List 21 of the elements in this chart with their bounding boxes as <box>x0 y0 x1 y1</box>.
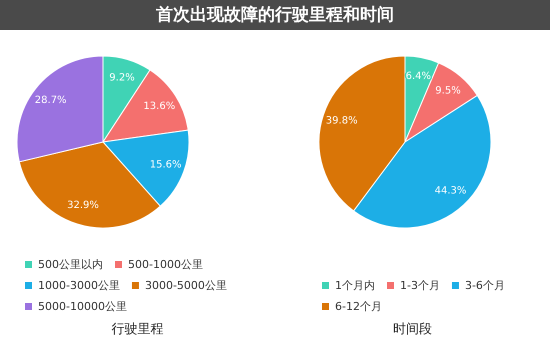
legend-label: 3000-5000公里 <box>144 279 227 292</box>
data-label: 15.6% <box>150 159 182 170</box>
legend-label: 1-3个月 <box>400 279 440 292</box>
legend-label: 6-12个月 <box>335 300 382 313</box>
text: 首次出现故障的行驶里程和时间 <box>0 0 550 30</box>
data-label: 28.7% <box>34 95 67 106</box>
legend-label: 1个月内 <box>335 279 375 292</box>
text: 行驶里程 <box>112 322 164 337</box>
data-label: 9.2% <box>109 72 135 84</box>
text: 时间段 <box>393 322 432 337</box>
legend-label: 5000-10000公里 <box>38 300 127 313</box>
data-label: 13.6% <box>143 100 176 112</box>
legend-label: 500-1000公里 <box>128 258 203 271</box>
legend-label: 500公里以内 <box>38 258 103 271</box>
data-label: 6.4% <box>406 71 432 82</box>
data-label: 44.3% <box>434 185 466 196</box>
legend-label: 1000-3000公里 <box>38 279 120 292</box>
data-label: 32.9% <box>67 200 99 212</box>
data-label: 39.8% <box>326 115 358 126</box>
data-label: 9.5% <box>435 86 461 97</box>
legend-label: 3-6个月 <box>464 279 505 292</box>
